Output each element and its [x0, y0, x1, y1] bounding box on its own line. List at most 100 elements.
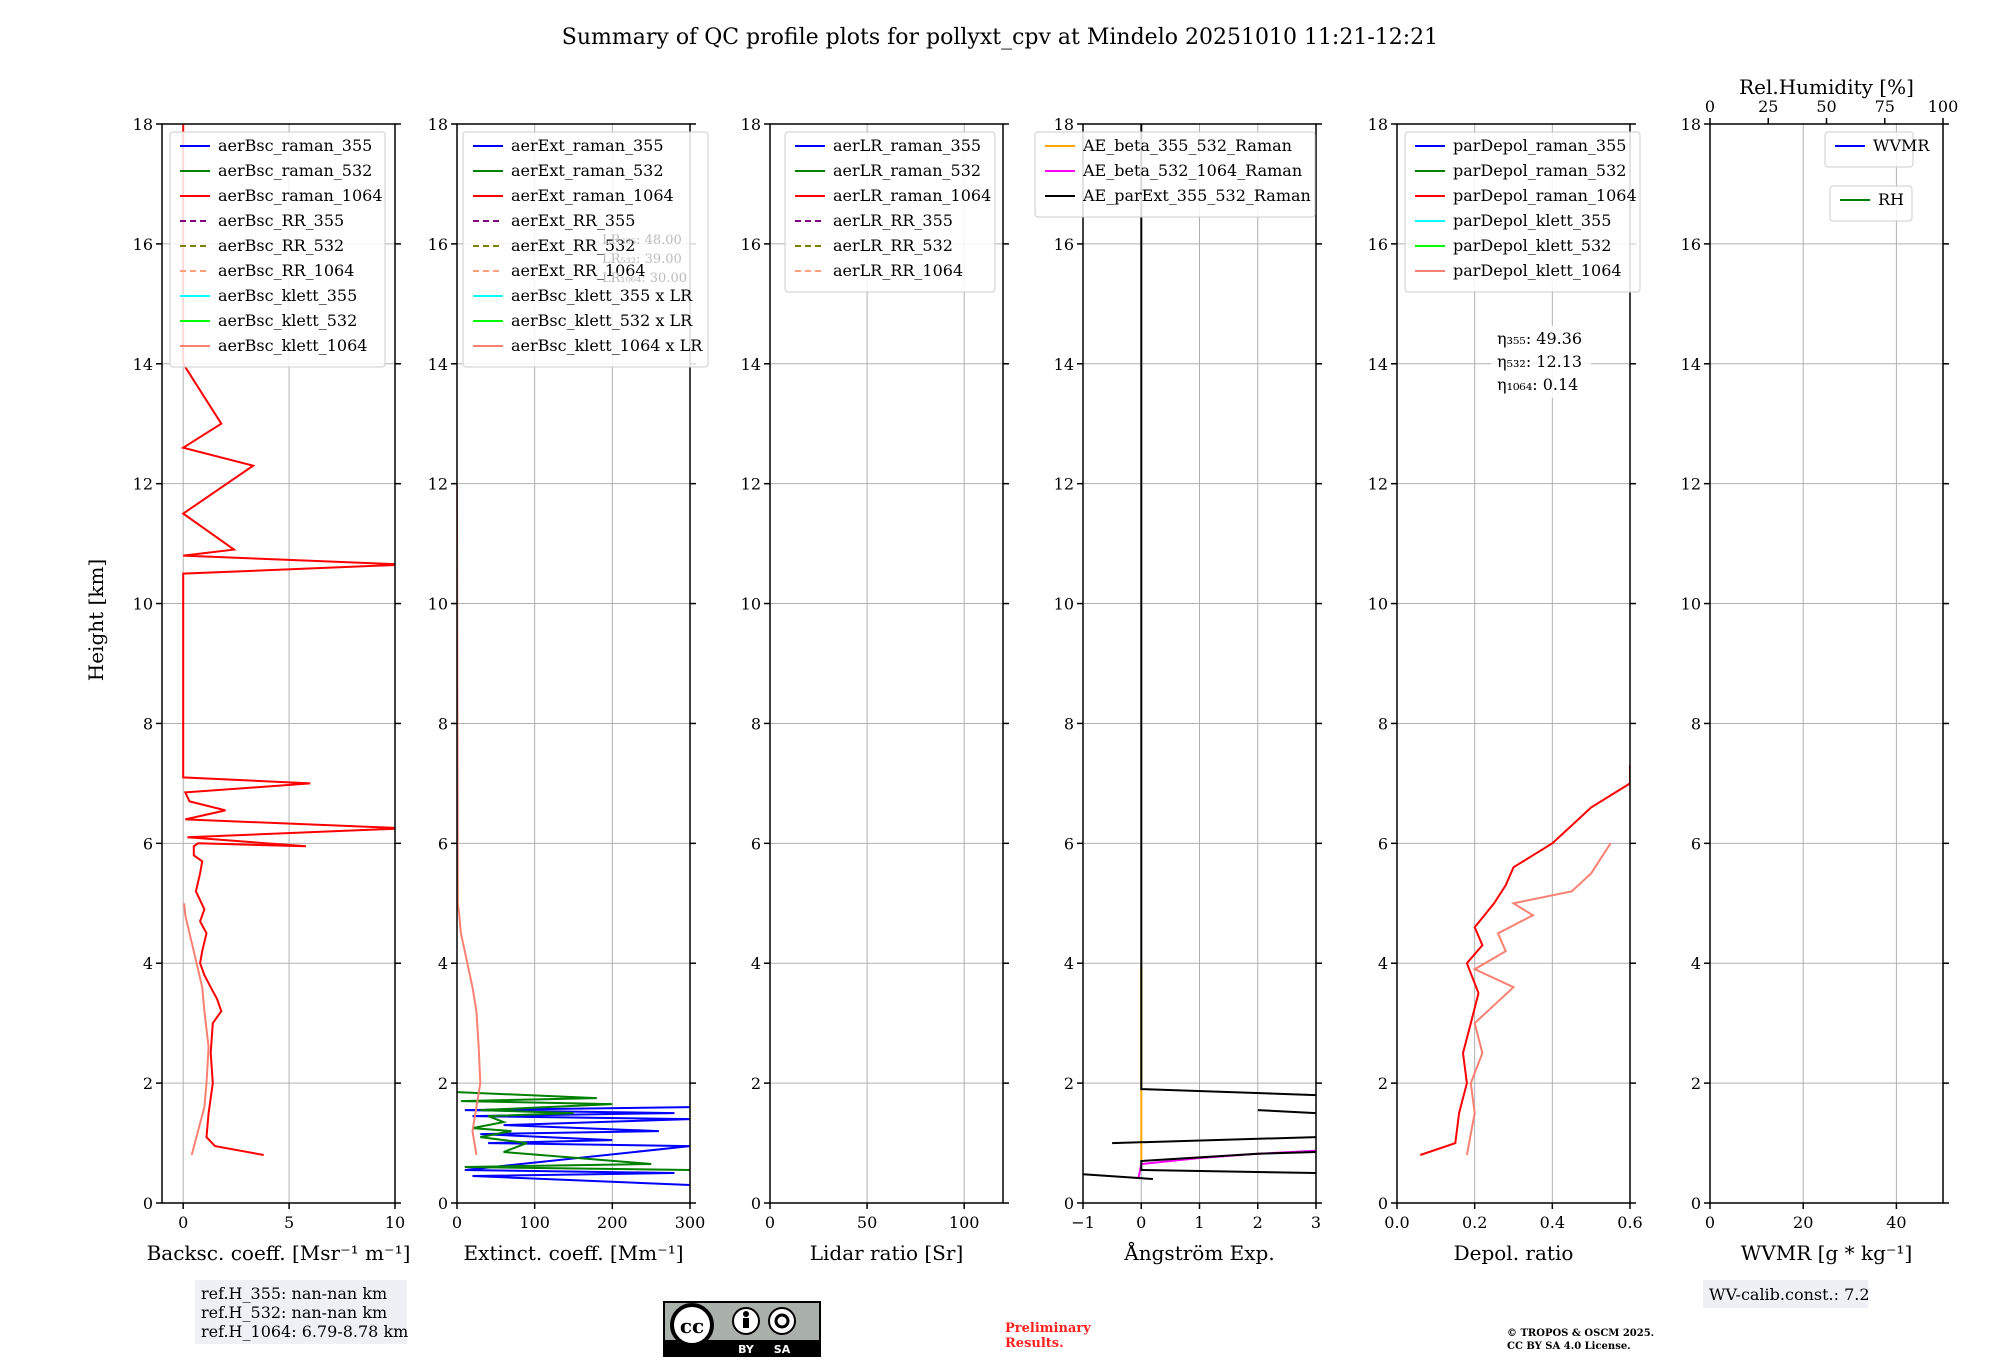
y-tick-label: 18: [1681, 115, 1701, 134]
wv-calib-text: WV-calib.const.: 7.2: [1709, 1285, 1870, 1304]
legend-label: aerExt_RR_532: [511, 236, 635, 255]
top-tick-label: 25: [1758, 97, 1778, 116]
wv-calib-box: WV-calib.const.: 7.2: [1703, 1280, 1870, 1308]
y-tick-label: 0: [438, 1194, 448, 1213]
legend-label: parDepol_klett_355: [1453, 211, 1611, 230]
y-tick-label: 12: [1368, 475, 1388, 494]
x-axis-label: Ångström Exp.: [1123, 1240, 1274, 1265]
x-tick-label: 0: [1136, 1213, 1146, 1232]
y-tick-label: 14: [1054, 355, 1074, 374]
series-line: [180, 124, 395, 1156]
y-tick-label: 6: [1378, 834, 1388, 853]
figure-title: Summary of QC profile plots for pollyxt_…: [562, 25, 1438, 50]
panel-2: 0 2 4 6 8 10 12 14 16 18 0 100 200 300 Extinct. coeff.…: [428, 115, 709, 1265]
legend-label: aerBsc_klett_1064: [218, 336, 367, 355]
series-line: [1257, 1109, 1316, 1115]
series-line: [1140, 1151, 1316, 1174]
sa-share-icon: [768, 1307, 796, 1335]
legend-box: [1034, 131, 1316, 218]
by-label: BY: [738, 1343, 755, 1356]
y-tick-label: 2: [1064, 1074, 1074, 1093]
x-tick-label: 0.4: [1540, 1213, 1565, 1232]
x-axis-label: Lidar ratio [Sr]: [810, 1241, 964, 1265]
y-tick-label: 4: [1691, 954, 1701, 973]
annotation-text: LR₃₅₅: 48.00: [602, 233, 682, 248]
top-tick-label: 100: [1928, 97, 1959, 116]
annotation-text: LR₁₀₆₄: 30.00: [602, 271, 687, 286]
axes-frame: [1709, 123, 1944, 1204]
legend-box: [784, 131, 996, 293]
y-tick-label: 6: [751, 834, 761, 853]
y-tick-label: 18: [428, 115, 448, 134]
x-tick-label: 20: [1793, 1213, 1813, 1232]
cc-logo-icon: [670, 1303, 714, 1347]
x-tick-label: 0: [1705, 1213, 1715, 1232]
legend-label: AE_parExt_355_532_Raman: [1082, 186, 1311, 205]
y-tick-label: 0: [1691, 1194, 1701, 1213]
annotation-text: η₃₅₅: 49.36: [1497, 329, 1582, 348]
y-tick-label: 12: [133, 475, 153, 494]
legend-label: WVMR: [1873, 136, 1930, 155]
x-axis-label: Extinct. coeff. [Mm⁻¹]: [463, 1241, 683, 1265]
y-tick-label: 4: [1064, 954, 1074, 973]
legend-label: aerBsc_RR_355: [218, 211, 344, 230]
y-tick-label: 16: [133, 235, 153, 254]
legend-label: aerBsc_raman_1064: [218, 186, 383, 205]
y-tick-label: 6: [1691, 834, 1701, 853]
panel-1: 0 2 4 6 8 10 12 14 16 18 0 5 10 Backsc. coeff. [Msr⁻¹…: [133, 115, 411, 1265]
y-tick-label: 10: [1368, 595, 1388, 614]
y-tick-label: 16: [428, 235, 448, 254]
x-tick-label: 1: [1194, 1213, 1204, 1232]
y-tick-label: 10: [741, 595, 761, 614]
y-tick-label: 4: [751, 954, 761, 973]
legend-label: parDepol_klett_1064: [1453, 261, 1622, 280]
legend-label: aerLR_RR_1064: [833, 261, 963, 280]
legend-label: aerBsc_klett_355 x LR: [511, 286, 693, 305]
series-line: [1419, 765, 1630, 1156]
axes-frame: [769, 123, 1004, 1204]
legend-box: [1824, 131, 1914, 168]
x-tick-label: −1: [1071, 1213, 1095, 1232]
legend-label: aerExt_raman_1064: [511, 186, 674, 205]
series-line: [457, 483, 482, 1156]
top-axis-label: Rel.Humidity [%]: [1739, 75, 1914, 99]
y-tick-label: 12: [1681, 475, 1701, 494]
x-tick-label: 5: [284, 1213, 294, 1232]
legend-label: aerExt_raman_355: [511, 136, 664, 155]
x-tick-label: 0: [452, 1213, 462, 1232]
y-tick-label: 14: [1681, 355, 1701, 374]
x-tick-label: 200: [597, 1213, 628, 1232]
top-tick-label: 50: [1816, 97, 1836, 116]
y-tick-label: 8: [751, 714, 761, 733]
y-tick-label: 14: [741, 355, 761, 374]
y-tick-label: 0: [1378, 1194, 1388, 1213]
y-tick-label: 4: [438, 954, 448, 973]
x-tick-label: 3: [1311, 1213, 1321, 1232]
series-line: [1112, 1136, 1316, 1145]
y-tick-label: 6: [1064, 834, 1074, 853]
legend-label: parDepol_raman_532: [1453, 161, 1626, 180]
axes-frame: [1396, 123, 1631, 1204]
legend-label: aerExt_raman_532: [511, 161, 664, 180]
x-tick-label: 0.2: [1462, 1213, 1487, 1232]
top-tick-label: 0: [1705, 97, 1715, 116]
y-tick-label: 16: [1681, 235, 1701, 254]
sa-label: SA: [774, 1343, 791, 1356]
series-line: [1083, 1173, 1153, 1180]
preliminary-line1: Preliminary: [1005, 1321, 1091, 1336]
series-line: [1465, 842, 1612, 1156]
x-tick-label: 40: [1886, 1213, 1906, 1232]
x-tick-label: 100: [519, 1213, 550, 1232]
legend-label: aerLR_RR_355: [833, 211, 953, 230]
legend-label: aerLR_raman_1064: [833, 186, 991, 205]
cc-logo-text: cc: [680, 1314, 704, 1338]
eta-box: [1491, 326, 1591, 398]
x-tick-label: 2: [1253, 1213, 1263, 1232]
x-tick-label: 10: [385, 1213, 405, 1232]
x-tick-label: 0.0: [1384, 1213, 1409, 1232]
y-tick-label: 8: [143, 714, 153, 733]
y-tick-label: 0: [751, 1194, 761, 1213]
